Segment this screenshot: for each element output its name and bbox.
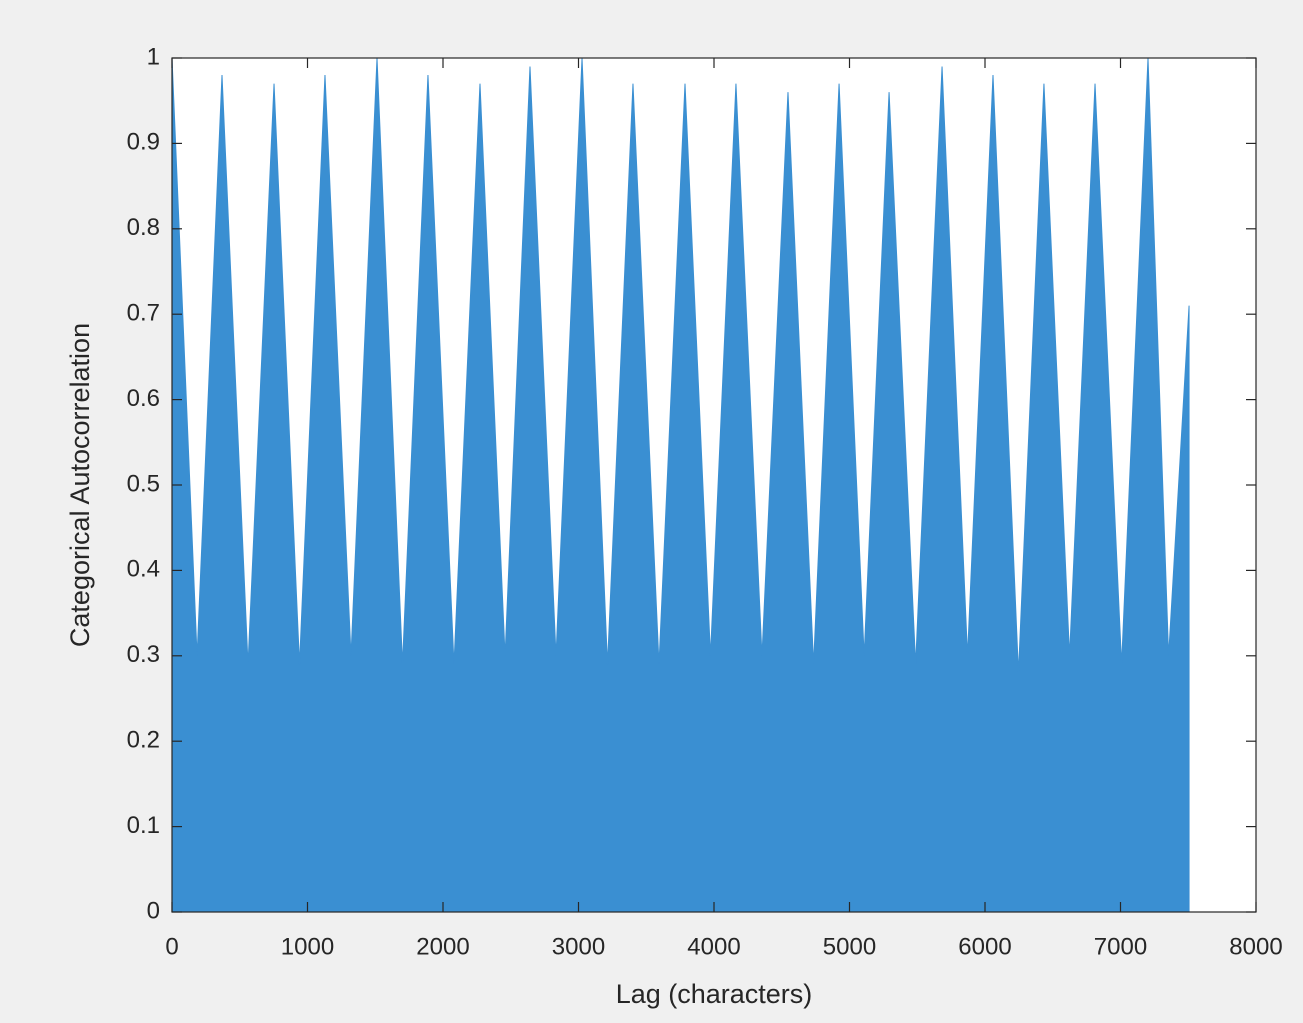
x-axis-label: Lag (characters) <box>616 979 813 1009</box>
y-tick-label: 0.4 <box>127 556 160 583</box>
x-tick-label: 0 <box>165 933 178 960</box>
x-tick-label: 5000 <box>823 933 876 960</box>
x-tick-label: 7000 <box>1094 933 1147 960</box>
x-tick-label: 3000 <box>552 933 605 960</box>
x-tick-label: 1000 <box>281 933 334 960</box>
autocorrelation-area <box>171 57 1190 913</box>
y-tick-label: 0.7 <box>127 300 160 327</box>
y-tick-label: 0.5 <box>127 470 160 497</box>
y-axis-label: Categorical Autocorrelation <box>65 323 95 647</box>
y-tick-label: 0 <box>147 897 160 924</box>
y-tick-label: 0.3 <box>127 641 160 668</box>
x-tick-label: 2000 <box>416 933 469 960</box>
x-tick-label: 8000 <box>1229 933 1282 960</box>
marks <box>171 57 1190 913</box>
y-tick-label: 0.6 <box>127 385 160 412</box>
x-tick-label: 6000 <box>958 933 1011 960</box>
y-tick-label: 1 <box>147 43 160 70</box>
y-tick-label: 0.9 <box>127 129 160 156</box>
y-tick-label: 0.8 <box>127 214 160 241</box>
y-tick-label: 0.1 <box>127 812 160 839</box>
y-tick-label: 0.2 <box>127 727 160 754</box>
x-tick-label: 4000 <box>687 933 740 960</box>
